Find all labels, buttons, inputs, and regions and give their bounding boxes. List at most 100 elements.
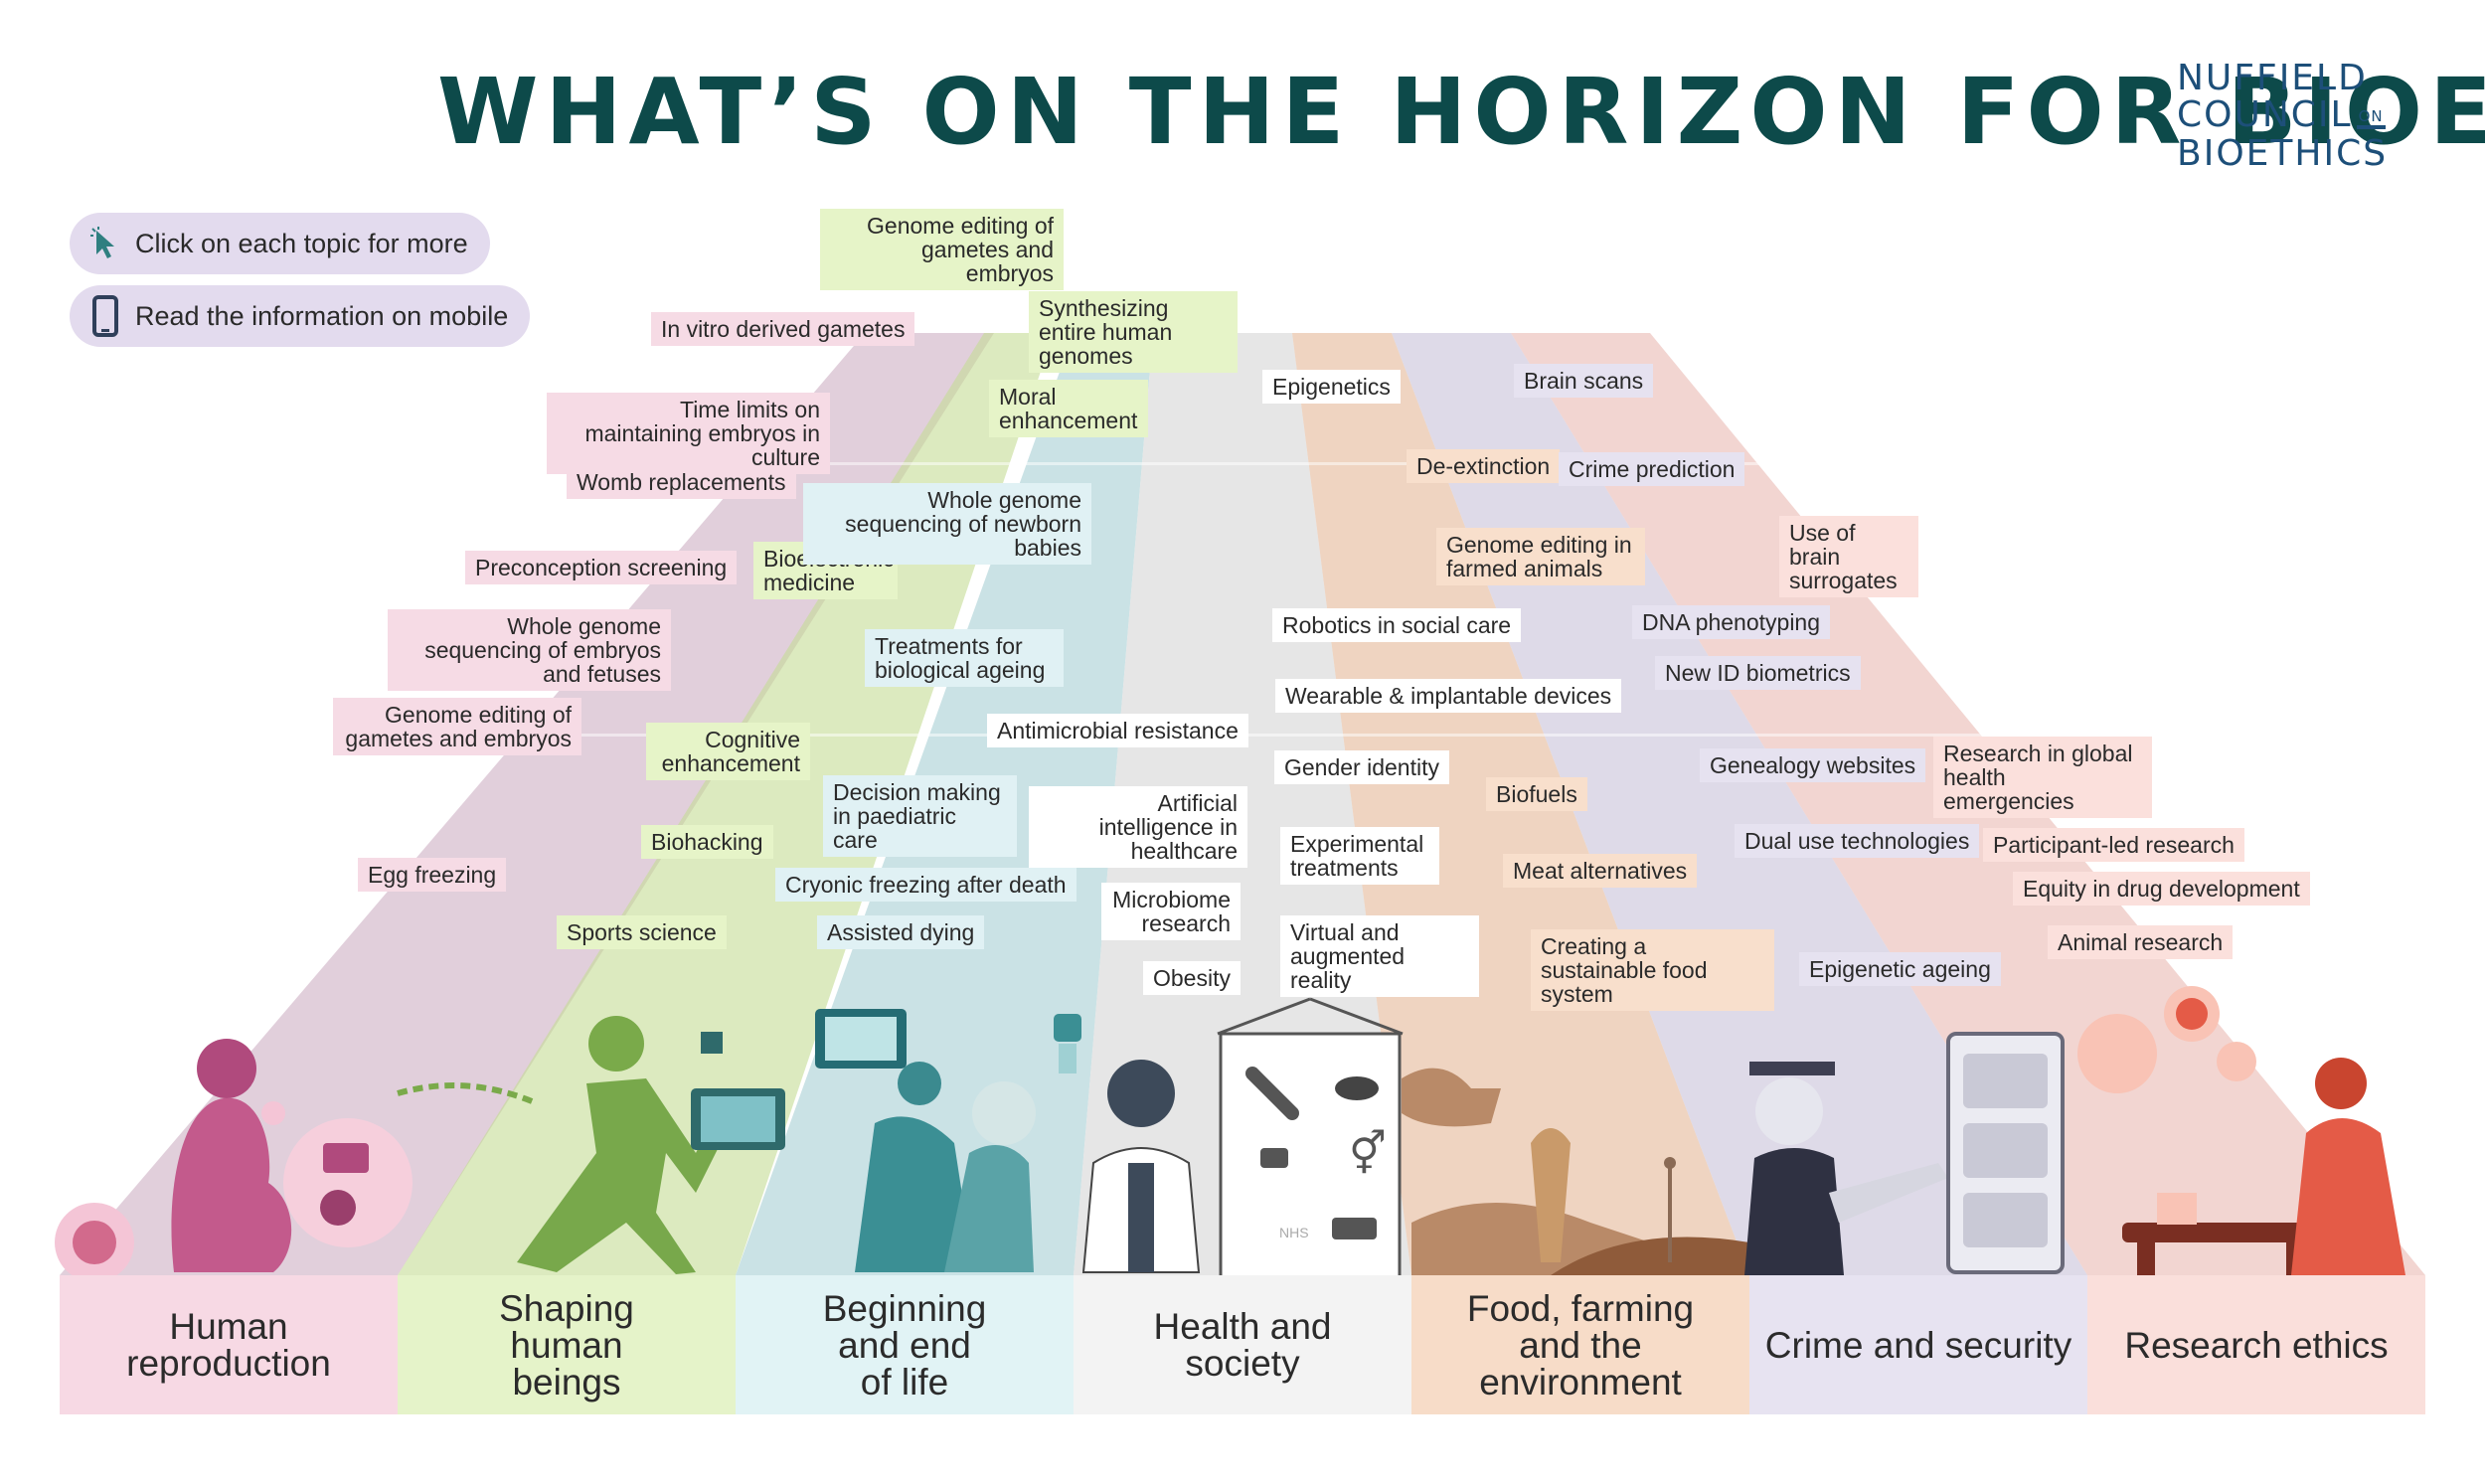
category-label-line: of life [860,1361,949,1402]
topic-cognitive-enhancement[interactable]: Cognitive enhancement [646,723,810,780]
topic-experimental-treatments[interactable]: Experimental treatments [1280,827,1439,885]
topic-label: Womb replacements [577,469,786,495]
category-human-reproduction[interactable]: Human reproduction [60,1275,398,1414]
topic-label: Creating a sustainable food system [1541,933,1708,1007]
topic-label: Crime prediction [1569,456,1736,482]
topic-sports-science[interactable]: Sports science [557,915,727,949]
topic-label: Cryonic freezing after death [785,872,1067,898]
topic-biological-ageing[interactable]: Treatments for biological ageing [865,629,1064,687]
mobile-hint[interactable]: Read the information on mobile [70,285,531,347]
topic-time-limits-embryos[interactable]: Time limits on maintaining embryos in cu… [547,393,830,474]
topic-label: Whole genome sequencing of embryos and f… [424,613,661,687]
category-label-line: human [510,1324,623,1366]
topic-label: Biofuels [1496,781,1577,807]
nhs-label: NHS [1279,1225,1309,1240]
topic-label: Genealogy websites [1710,752,1916,778]
topic-crime-prediction[interactable]: Crime prediction [1559,452,1745,486]
topic-dna-phenotyping[interactable]: DNA phenotyping [1632,605,1831,639]
topic-ai-healthcare[interactable]: Artificial intelligence in healthcare [1029,786,1247,868]
category-label-line: Shaping [499,1287,634,1329]
topic-label: Dual use technologies [1744,828,1970,854]
topic-epigenetics[interactable]: Epigenetics [1262,370,1401,404]
category-research-ethics[interactable]: Research ethics [2087,1275,2425,1414]
topic-genome-editing-gametes-hr[interactable]: Genome editing of gametes and embryos [333,698,581,755]
topic-synthesizing-genomes[interactable]: Synthesizing entire human genomes [1029,291,1238,373]
logo-line-3: BIOETHICS [2177,132,2389,174]
mobile-hint-text: Read the information on mobile [135,300,509,331]
topic-wearable-devices[interactable]: Wearable & implantable devices [1275,679,1622,713]
topic-label: Animal research [2058,929,2224,955]
topic-label: Antimicrobial resistance [997,718,1239,743]
topic-label: Brain scans [1524,368,1644,394]
topic-sustainable-food-system[interactable]: Creating a sustainable food system [1531,929,1774,1011]
topic-new-id-biometrics[interactable]: New ID biometrics [1655,656,1861,690]
topic-genealogy-websites[interactable]: Genealogy websites [1700,748,1926,782]
topic-wgs-embryos-fetuses[interactable]: Whole genome sequencing of embryos and f… [388,609,671,691]
category-food-farming-environment[interactable]: Food, farming and the environment [1411,1275,1749,1414]
topic-de-extinction[interactable]: De-extinction [1407,449,1561,483]
runner-icon [397,1016,785,1274]
category-label: Crime and security [1764,1324,2072,1366]
topic-label: Egg freezing [368,862,497,888]
topic-cryonic-freezing[interactable]: Cryonic freezing after death [775,868,1077,902]
topic-label: Gender identity [1284,754,1439,780]
topic-microbiome-research[interactable]: Microbiome research [1101,883,1241,940]
topic-decision-paediatric[interactable]: Decision making in paediatric care [823,775,1017,857]
topic-antimicrobial-resistance[interactable]: Antimicrobial resistance [987,714,1248,747]
topic-in-vitro-derived-gametes[interactable]: In vitro derived gametes [651,312,915,346]
topic-biofuels[interactable]: Biofuels [1486,777,1587,811]
topic-genome-editing-gametes-shb[interactable]: Genome editing of gametes and embryos [820,209,1064,290]
topic-label: Equity in drug development [2023,876,2300,902]
topic-label: Microbiome research [1112,887,1231,936]
nuffield-council-logo[interactable]: NUFFIELD COUNCIL ON BIOETHICS [2177,60,2415,179]
topic-label: Meat alternatives [1513,858,1688,884]
pointer-cursor-icon [87,224,123,263]
topic-womb-replacements[interactable]: Womb replacements [567,465,796,499]
category-beginning-and-end-of-life[interactable]: Beginning and end of life [736,1275,1074,1414]
topic-brain-surrogates[interactable]: Use of brain surrogates [1779,516,1918,597]
topic-label: DNA phenotyping [1642,609,1821,635]
topic-preconception-screening[interactable]: Preconception screening [465,551,738,584]
logo-line-2: COUNCIL [2177,94,2353,135]
topic-label: Synthesizing entire human genomes [1039,295,1173,369]
topic-virtual-augmented-reality[interactable]: Virtual and augmented reality [1280,915,1479,997]
topic-brain-scans[interactable]: Brain scans [1514,364,1654,398]
topic-equity-drug-development[interactable]: Equity in drug development [2013,872,2310,906]
topic-wgs-newborn[interactable]: Whole genome sequencing of newborn babie… [803,483,1091,565]
scientist-icon [2077,986,2405,1277]
topic-assisted-dying[interactable]: Assisted dying [817,915,985,949]
topic-obesity[interactable]: Obesity [1143,961,1241,995]
category-shaping-human-beings[interactable]: Shaping human beings [398,1275,736,1414]
topic-global-health-emergencies[interactable]: Research in global health emergencies [1933,737,2152,818]
category-label-line: and the [1519,1324,1642,1366]
topic-participant-led-research[interactable]: Participant-led research [1983,828,2244,862]
doctor-icon: ⚥ NHS [1081,997,1404,1279]
topic-moral-enhancement[interactable]: Moral enhancement [989,380,1148,437]
topic-label: Sports science [567,919,717,945]
farm-icon [1402,1068,1749,1275]
topic-label: Epigenetic ageing [1809,956,1991,982]
category-crime-and-security[interactable]: Crime and security [1749,1275,2087,1414]
topic-meat-alternatives[interactable]: Meat alternatives [1503,854,1698,888]
topic-robotics-social-care[interactable]: Robotics in social care [1272,608,1522,642]
topic-gender-identity[interactable]: Gender identity [1274,750,1449,784]
topic-genome-editing-farmed[interactable]: Genome editing in farmed animals [1436,528,1645,585]
topic-epigenetic-ageing[interactable]: Epigenetic ageing [1799,952,2001,986]
topic-biohacking[interactable]: Biohacking [641,825,773,859]
topic-animal-research[interactable]: Animal research [2048,925,2234,959]
topic-dual-use-technologies[interactable]: Dual use technologies [1735,824,1980,858]
logo-line-1: NUFFIELD [2177,58,2368,98]
topic-label: Time limits on maintaining embryos in cu… [584,397,820,470]
page-title: WHAT’S ON THE HORIZON FOR BIOETHICS? [437,59,2485,165]
pregnant-woman-icon [55,1039,413,1282]
topic-label: Preconception screening [475,555,728,580]
topic-label: New ID biometrics [1665,660,1851,686]
topic-label: Wearable & implantable devices [1285,683,1612,709]
topic-label: Epigenetics [1272,374,1391,400]
topic-label: Robotics in social care [1282,612,1512,638]
category-health-and-society[interactable]: Health and society [1074,1275,1411,1414]
topic-label: In vitro derived gametes [661,316,906,342]
topic-egg-freezing[interactable]: Egg freezing [358,858,507,892]
category-label-line: Health and [1153,1306,1332,1347]
